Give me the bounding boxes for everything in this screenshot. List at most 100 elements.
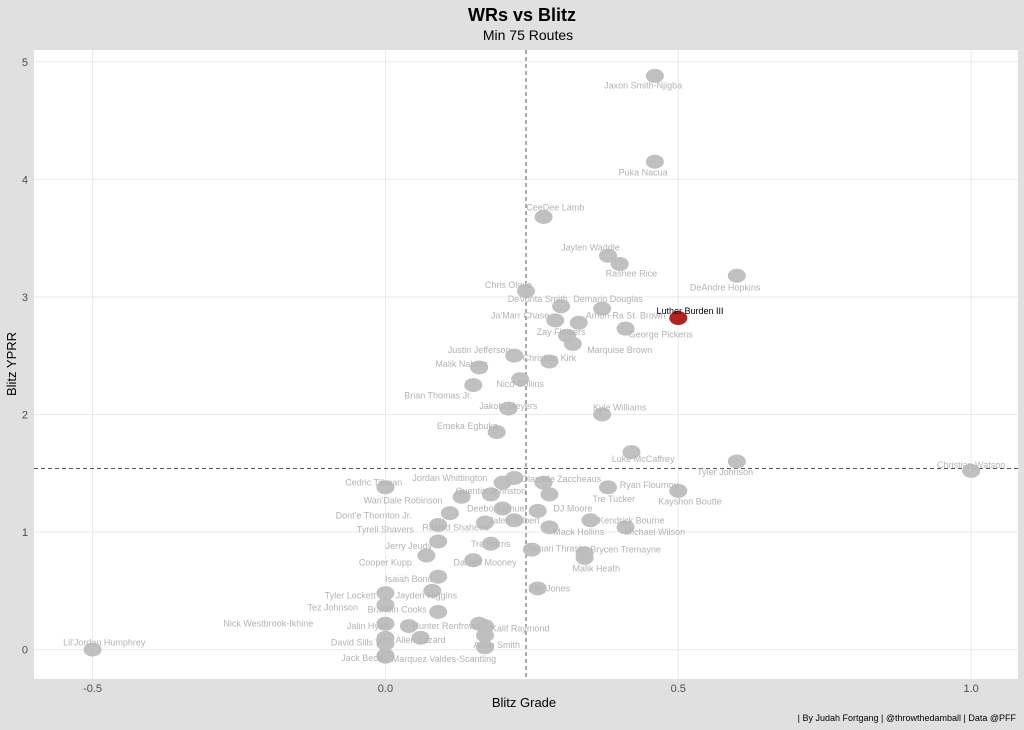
label-kendrick-bourne: Kendrick Bourne: [598, 515, 665, 525]
point-devonta-smith: [552, 299, 571, 314]
label-wan-dale-robinson: Wan'Dale Robinson: [364, 495, 443, 505]
label-ja-marr-chase: Ja'Marr Chase: [491, 311, 549, 321]
point-kalif-raymond: [476, 628, 494, 643]
point-tyler-lockett: [376, 586, 395, 601]
y-tick-label: 3: [22, 292, 28, 304]
label-ceedee-lamb: CeeDee Lamb: [526, 203, 584, 213]
label-ryan-flournoy: Ryan Flournoy: [620, 480, 679, 490]
point-tre-harris: [481, 536, 500, 551]
label-lil-jordan-humphrey: Lil'Jordan Humphrey: [63, 638, 146, 648]
label-malik-heath: Malik Heath: [573, 563, 621, 573]
x-tick-label: -0.5: [83, 683, 102, 695]
y-tick-label: 2: [22, 409, 28, 421]
point-jalin-hyatt: [399, 619, 418, 634]
label-tyler-johnson: Tyler Johnson: [697, 467, 753, 477]
label-jordan-whittington: Jordan Whittington: [412, 473, 487, 483]
point-ashton-dulin: [411, 630, 430, 645]
point-kyle-williams: [593, 407, 612, 422]
x-tick-label: 0.5: [671, 683, 686, 695]
point-george-pickens: [616, 321, 635, 336]
point-ja-marr-chase: [546, 313, 565, 328]
label-zay-flowers: Zay Flowers: [537, 327, 587, 337]
label-amon-ra-st-brown: Amon-Ra St. Brown: [586, 311, 666, 321]
point-nick-westbrook-ikhine: [376, 616, 395, 631]
label-george-pickens: George Pickens: [629, 330, 694, 340]
label-kyle-williams: Kyle Williams: [593, 402, 647, 412]
point-chris-olave: [517, 284, 535, 299]
label-allen-lazard: Allen Lazard: [396, 635, 446, 645]
label-cooper-kupp: Cooper Kupp: [359, 558, 412, 568]
point-deebo-samuel: [493, 501, 512, 516]
point-jaxon-smith-njigba: [645, 68, 664, 83]
label-tre-harris: Tre Harris: [471, 539, 511, 549]
point-luke-mccaffrey: [622, 445, 641, 460]
chart-caption: | By Judah Fortgang | @throwthedamball |…: [798, 713, 1017, 723]
label-brian-thomas-jr: Brian Thomas Jr.: [404, 391, 472, 401]
label-christian-watson: Christian Watson: [937, 460, 1005, 470]
label-mack-hollins: Mack Hollins: [553, 527, 605, 537]
point-jaylen-waddle: [599, 248, 617, 263]
label-deandre-hopkins: DeAndre Hopkins: [690, 282, 761, 292]
label-jerry-jeudy: Jerry Jeudy: [386, 541, 433, 551]
point-anan-smith: [476, 640, 494, 655]
chart-title: WRs vs Blitz: [468, 5, 576, 25]
label-michael-wilson: Michael Wilson: [625, 527, 686, 537]
label-jakobi-meyers: Jakobi Meyers: [479, 401, 538, 411]
label-tez-johnson: Tez Johnson: [307, 602, 358, 612]
point-tyrell-shavers: [429, 517, 448, 532]
point-demario-douglas: [593, 301, 612, 316]
point-jalen-coker: [505, 470, 524, 485]
plot-panel: [34, 50, 1018, 679]
label-nick-westbrook-ikhine: Nick Westbrook-Ikhine: [223, 619, 313, 629]
label-brandin-cooks: Brandin Cooks: [368, 605, 428, 615]
label-jamari-thrash: Jamari Thrash: [527, 543, 584, 553]
point-jalen-tolbert: [505, 513, 524, 528]
label-marquez-valdes-scantling: Marquez Valdes-Scantling: [392, 654, 496, 664]
point-cooper-kupp: [417, 548, 436, 563]
point-christian-kirk: [540, 354, 559, 369]
label-hunter-renfrow: Hunter Renfrow: [412, 621, 476, 631]
point-marquez-valdes-scantling: [376, 649, 395, 664]
label-tre-tucker: Tre Tucker: [593, 494, 636, 504]
label-rashid-shaheed: Rashid Shaheed: [422, 522, 489, 532]
label-jack-bech: Jack Bech: [341, 653, 383, 663]
point-labels: Jaxon Smith-Njigba Puka Nacua CeeDee Lamb J…: [63, 80, 1005, 664]
label-malik-nabers: Malik Nabers: [435, 359, 488, 369]
label-christian-kirk: Christian Kirk: [523, 353, 577, 363]
y-axis-title: Blitz YPRR: [4, 332, 19, 396]
label-devonta-smith: DeVonta Smith: [508, 294, 568, 304]
label-olamide-zaccheaus: Olamide Zaccheaus: [521, 474, 602, 484]
point-jayden-higgins: [423, 583, 442, 598]
label-kayshon-boutte: Kayshon Boutte: [658, 496, 722, 506]
point-mack-hollins: [540, 520, 559, 535]
y-tick-label: 0: [22, 645, 28, 657]
label-dont-e-thornton-jr: Dont'e Thornton Jr.: [336, 511, 412, 521]
point-lil-jordan-humphrey: [83, 642, 102, 657]
x-tick-label: 0.0: [378, 683, 393, 695]
label-kalif-raymond: Kalif Raymond: [491, 623, 550, 633]
label-nico-collins: Nico Collins: [496, 379, 544, 389]
point-dont-e-thornton-jr: [440, 506, 459, 521]
axis-ticks: -0.5 0.0 0.5 1.0 0 1 2 3 4 5: [22, 57, 979, 695]
chart-subtitle: Min 75 Routes: [483, 27, 573, 43]
label-marquise-brown: Marquise Brown: [587, 345, 652, 355]
label-demario-douglas: Demario Douglas: [573, 294, 643, 304]
label-zay-jones: Zay Jones: [529, 583, 571, 593]
y-tick-label: 1: [22, 527, 28, 539]
label-isaiah-bond: Isaiah Bond: [385, 574, 433, 584]
label-jalin-hyatt: Jalin Hyatt: [347, 621, 390, 631]
point-zay-jones: [528, 581, 547, 596]
label-puka-nacua: Puka Nacua: [619, 167, 668, 177]
label-deebo-samuel: Deebo Samuel: [467, 504, 527, 514]
label-darnell-mooney: Darnell Mooney: [453, 558, 517, 568]
point-malik-nabers: [470, 360, 489, 375]
point-brandin-cooks: [429, 604, 448, 619]
point-tyler-johnson: [727, 454, 746, 469]
point-cedric-tillman: [376, 480, 395, 495]
label-luke-mccaffrey: Luke McCaffrey: [612, 454, 675, 464]
label-jaylen-waddle: Jaylen Waddle: [561, 243, 620, 253]
label-dj-moore: DJ Moore: [553, 504, 592, 514]
label-anan-smith: Anan Smith: [473, 640, 520, 650]
label-justin-jefferson: Justin Jefferson: [448, 345, 511, 355]
label-rashee-rice: Rashee Rice: [606, 268, 658, 278]
